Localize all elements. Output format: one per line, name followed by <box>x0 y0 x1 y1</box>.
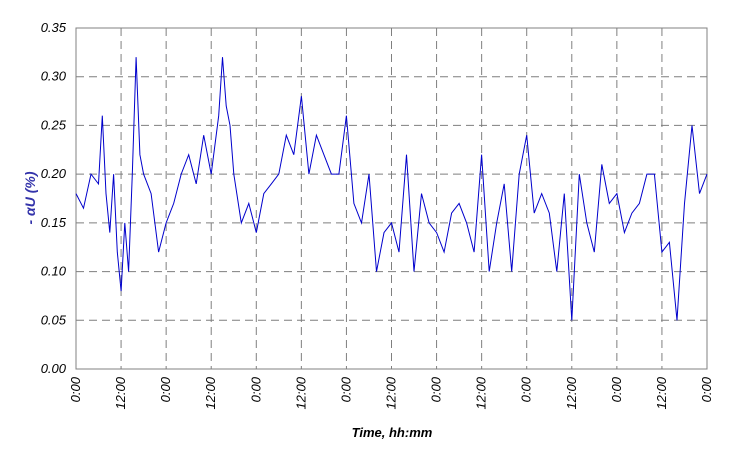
x-tick-label: 12:00 <box>654 376 669 409</box>
y-tick-label: 0.00 <box>41 361 67 376</box>
x-tick-label: 12:00 <box>474 376 489 409</box>
x-tick-label: 12:00 <box>564 376 579 409</box>
y-tick-label: 0.35 <box>41 20 67 35</box>
x-tick-label: 12:00 <box>384 376 399 409</box>
series-line <box>75 57 708 321</box>
x-tick-label: 0:00 <box>158 376 173 402</box>
x-tick-label: 0:00 <box>699 376 714 402</box>
y-tick-label: 0.10 <box>41 264 67 279</box>
x-tick-label: 0:00 <box>68 376 83 402</box>
x-axis-title: Time, hh:mm <box>352 425 433 440</box>
x-tick-label: 12:00 <box>113 376 128 409</box>
x-axis-ticks: 0:00 12:00 0:00 12:00 0:00 12:00 0:00 12:00 0:00… <box>68 376 714 409</box>
gridlines <box>76 28 707 369</box>
y-axis-title: - αU (%) <box>22 171 38 224</box>
x-tick-label: 0:00 <box>519 376 534 402</box>
y-tick-label: 0.05 <box>41 312 67 327</box>
x-tick-label: 0:00 <box>429 376 444 402</box>
y-tick-label: 0.20 <box>41 166 67 181</box>
plot-frame <box>75 27 708 370</box>
x-tick-label: 12:00 <box>293 376 308 409</box>
y-tick-label: 0.15 <box>41 215 67 230</box>
y-tick-label: 0.30 <box>41 69 67 84</box>
x-tick-label: 0:00 <box>609 376 624 402</box>
x-tick-label: 0:00 <box>248 376 263 402</box>
y-tick-label: 0.25 <box>41 117 67 132</box>
y-axis-ticks: 0.00 0.05 0.10 0.15 0.20 0.25 0.30 0.35 <box>41 20 67 376</box>
x-tick-label: 0:00 <box>338 376 353 402</box>
x-tick-label: 12:00 <box>203 376 218 409</box>
